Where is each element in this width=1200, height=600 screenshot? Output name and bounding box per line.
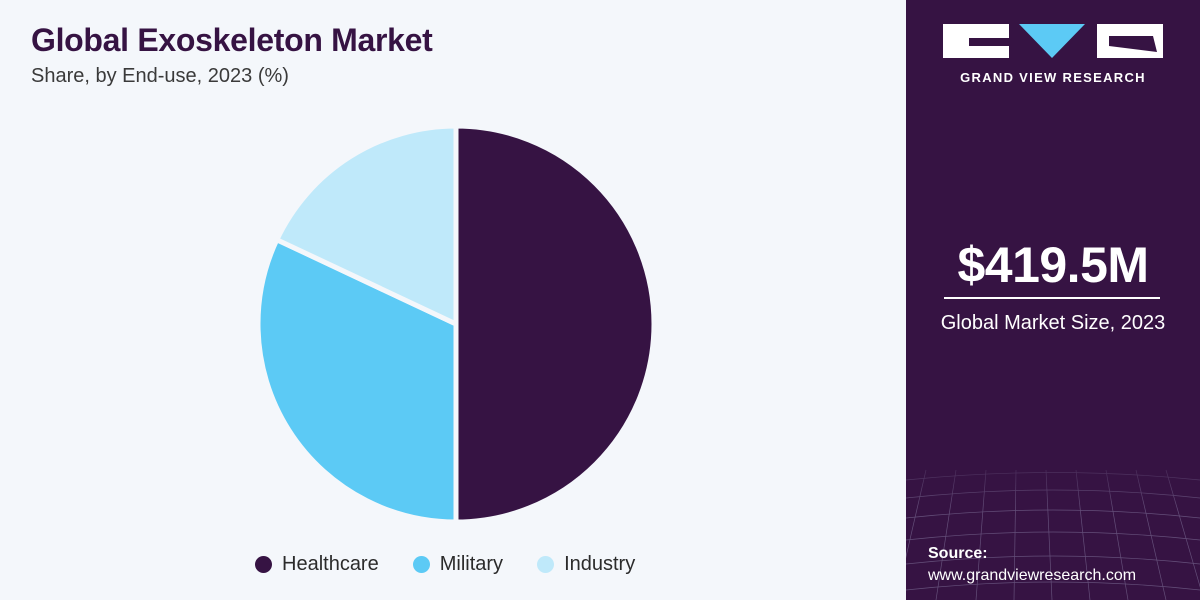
chart-panel: Global Exoskeleton Market Share, by End-…	[31, 22, 669, 576]
grand-view-research-logo	[943, 24, 1163, 58]
pie-slice-healthcare	[453, 123, 657, 525]
legend-swatch-healthcare	[255, 556, 272, 573]
legend-label-healthcare: Healthcare	[282, 553, 379, 575]
source-url: www.grandviewresearch.com	[928, 567, 1137, 584]
chart-subtitle: Share, by End-use, 2023 (%)	[31, 65, 289, 87]
chart-title: Global Exoskeleton Market	[31, 22, 433, 58]
legend-label-industry: Industry	[564, 553, 636, 575]
legend-swatch-industry	[537, 556, 555, 573]
pie-slice-industry	[274, 123, 459, 327]
market-size-value: $419.5M	[957, 237, 1149, 293]
legend-item-healthcare: Healthcare	[255, 553, 379, 576]
legend-item-industry: Industry	[537, 553, 635, 576]
legend: Healthcare Military Industry	[255, 553, 669, 576]
pie-slice-military	[255, 237, 459, 525]
brand-name: GRAND VIEW RESEARCH	[960, 70, 1146, 85]
market-size-label: Global Market Size, 2023	[940, 312, 1166, 334]
source-label: Source:	[928, 545, 988, 562]
grid-decoration	[906, 440, 1200, 600]
pie-chart	[255, 123, 657, 525]
legend-label-military: Military	[439, 553, 504, 575]
legend-swatch-military	[412, 556, 430, 573]
info-sidebar: GRAND VIEW RESEARCH $419.5M Global Marke…	[906, 0, 1200, 600]
legend-item-military: Military	[412, 553, 504, 576]
divider	[944, 297, 1160, 299]
